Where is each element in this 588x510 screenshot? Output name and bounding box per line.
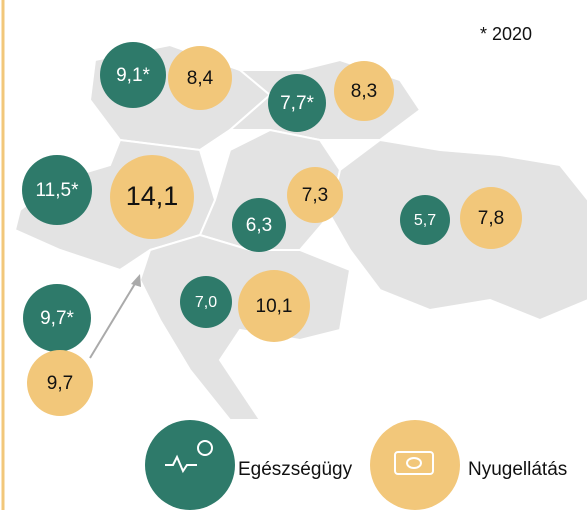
- arrow: [89, 281, 137, 359]
- icon-glyph: [197, 440, 213, 456]
- icon-glyph: [406, 457, 422, 469]
- icon-glyph: [165, 454, 197, 474]
- bubble: [100, 42, 166, 108]
- legend-label: Egészségügy: [238, 459, 353, 480]
- bubble: [334, 61, 394, 121]
- bubble: [232, 198, 286, 252]
- bubble-label: 9,7: [47, 373, 73, 394]
- bubble-label: 6,3: [246, 215, 272, 236]
- bubble-label: 7,0: [195, 294, 217, 311]
- bubble: [268, 74, 326, 132]
- bubble: [27, 350, 93, 416]
- bubble-label: 10,1: [256, 296, 293, 317]
- region: [328, 138, 588, 322]
- bubble: [400, 195, 450, 245]
- bubble: [22, 155, 92, 225]
- bubble: [180, 276, 232, 328]
- note: * 2020: [480, 24, 532, 44]
- bubble-label: 7,7*: [280, 93, 314, 114]
- bubble-label: 14,1: [126, 181, 179, 211]
- icon-glyph: [394, 451, 434, 475]
- legend-label: Nyugellátás: [468, 459, 567, 480]
- bubble-label: 5,7: [414, 212, 436, 229]
- bubble-label: 9,1*: [116, 65, 150, 86]
- bubble: [287, 167, 343, 223]
- bubble-label: 7,8: [478, 208, 504, 229]
- bubble: [110, 155, 194, 239]
- legend: Egészségügy Nyugellátás: [145, 420, 567, 510]
- bubble-label: 11,5*: [36, 180, 80, 201]
- bubble: [168, 46, 232, 110]
- bubble-label: 8,3: [351, 81, 377, 102]
- bubble-label: 8,4: [187, 68, 214, 89]
- bubbles: 9,1* 8,4 7,7* 8,3 11,5* 14,1 7,3 6,3 5,7 7,8 7,0 10…: [22, 42, 522, 416]
- bubble-label: 7,3: [302, 185, 328, 206]
- arrow-head: [131, 274, 141, 287]
- legend-icon: [370, 420, 460, 510]
- bubble: [460, 187, 522, 249]
- bubble: [238, 270, 310, 342]
- bubble-label: 9,7*: [40, 308, 74, 329]
- bubble: [23, 284, 91, 352]
